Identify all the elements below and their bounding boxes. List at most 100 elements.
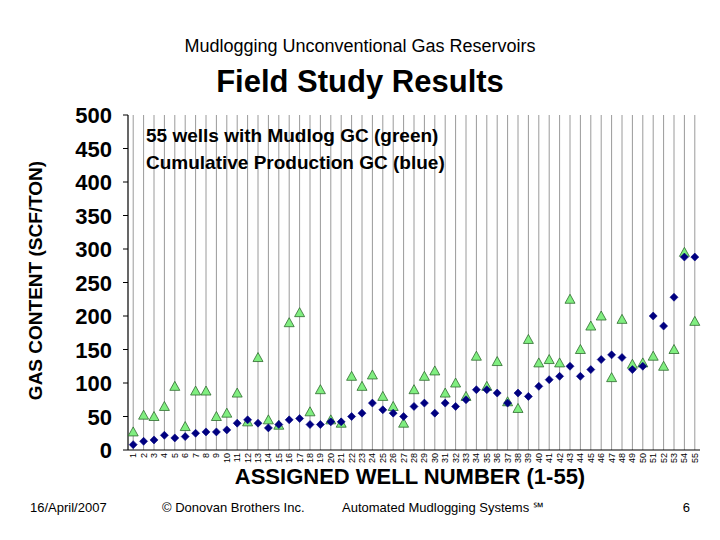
point — [129, 441, 137, 449]
point — [670, 293, 678, 301]
x-tick-label: 26 — [388, 453, 398, 463]
point — [544, 355, 554, 364]
point — [587, 366, 595, 374]
grid-line — [559, 115, 560, 450]
point — [472, 386, 480, 394]
x-tick-label: 19 — [315, 453, 325, 463]
x-tick-label: 10 — [222, 453, 232, 463]
point — [285, 416, 293, 424]
point — [348, 413, 356, 421]
grid-line — [622, 115, 623, 450]
point — [367, 370, 377, 379]
y-tick — [123, 115, 128, 116]
x-tick-label: 50 — [638, 453, 648, 463]
point — [378, 391, 388, 400]
x-tick-label: 52 — [659, 453, 669, 463]
point — [264, 424, 272, 432]
point — [191, 386, 201, 395]
y-tick-label: 300 — [75, 237, 112, 262]
y-tick-label: 400 — [75, 170, 112, 195]
point — [648, 351, 658, 360]
y-tick — [123, 215, 128, 216]
y-tick — [123, 349, 128, 350]
x-tick-label: 44 — [575, 453, 585, 463]
point — [180, 422, 190, 431]
x-tick-label: 37 — [503, 453, 513, 463]
x-tick-label: 42 — [555, 453, 565, 463]
point — [492, 357, 502, 366]
grid — [133, 115, 695, 450]
y-tick-label: 150 — [75, 338, 112, 363]
point — [327, 418, 335, 426]
x-tick-label: 8 — [201, 453, 211, 458]
x-tick-label: 28 — [409, 453, 419, 463]
point — [504, 399, 512, 407]
point — [680, 253, 688, 261]
x-tick-label: 47 — [607, 453, 617, 463]
grid-line — [694, 115, 695, 450]
x-tick-label: 20 — [326, 453, 336, 463]
point — [170, 381, 180, 390]
grid-line — [674, 115, 675, 450]
grid-line — [684, 115, 685, 450]
point — [452, 402, 460, 410]
point — [150, 436, 158, 444]
x-tick-label: 43 — [565, 453, 575, 463]
x-tick-label: 53 — [669, 453, 679, 463]
grid-line — [549, 115, 550, 450]
chart: Mudlogging Unconventional Gas Reservoirs… — [0, 0, 720, 540]
footer-date: 16/April/2007 — [30, 500, 107, 515]
slide: Mudlogging Unconventional Gas Reservoirs… — [0, 0, 720, 540]
point — [347, 371, 357, 380]
point — [337, 418, 345, 426]
y-tick — [123, 182, 128, 183]
point — [524, 392, 532, 400]
legend: 55 wells with Mudlog GC (green)Cumulativ… — [146, 125, 445, 173]
x-tick-label: 39 — [523, 453, 533, 463]
point — [368, 399, 376, 407]
grid-line — [455, 115, 456, 450]
x-tick-label: 9 — [211, 453, 221, 458]
point — [160, 431, 168, 439]
point — [202, 428, 210, 436]
grid-line — [632, 115, 633, 450]
point — [471, 351, 481, 360]
point — [336, 418, 346, 427]
point — [669, 345, 679, 354]
x-tick-label: 22 — [347, 453, 357, 463]
point — [596, 311, 606, 320]
point — [358, 409, 366, 417]
point — [410, 402, 418, 410]
point — [305, 407, 315, 416]
grid-line — [601, 115, 602, 450]
x-tick-label: 12 — [243, 453, 253, 463]
x-axis — [128, 449, 700, 450]
grid-line — [538, 115, 539, 450]
grid-line — [570, 115, 571, 450]
x-tick-label: 51 — [648, 453, 658, 463]
point — [212, 428, 220, 436]
x-tick-label: 3 — [149, 453, 159, 458]
page-number: 6 — [683, 500, 690, 515]
x-tick-label: 5 — [170, 453, 180, 458]
point — [597, 356, 605, 364]
point — [244, 416, 252, 424]
point — [440, 388, 450, 397]
grid-line — [642, 115, 643, 450]
point — [608, 351, 616, 359]
x-tick-label: 35 — [482, 453, 492, 463]
point — [420, 399, 428, 407]
x-tick-label: 14 — [263, 453, 273, 463]
point — [379, 406, 387, 414]
point — [660, 322, 668, 330]
x-tick-label: 36 — [492, 453, 502, 463]
point — [523, 334, 533, 343]
y-tick-label: 0 — [100, 438, 112, 463]
x-tick-label: 25 — [378, 453, 388, 463]
y-tick — [123, 450, 128, 451]
point — [171, 434, 179, 442]
point — [140, 437, 148, 445]
y-tick-label: 350 — [75, 204, 112, 229]
grid-line — [590, 115, 591, 450]
x-axis-label: ASSIGNED WELL NUMBER (1-55) — [235, 464, 585, 489]
